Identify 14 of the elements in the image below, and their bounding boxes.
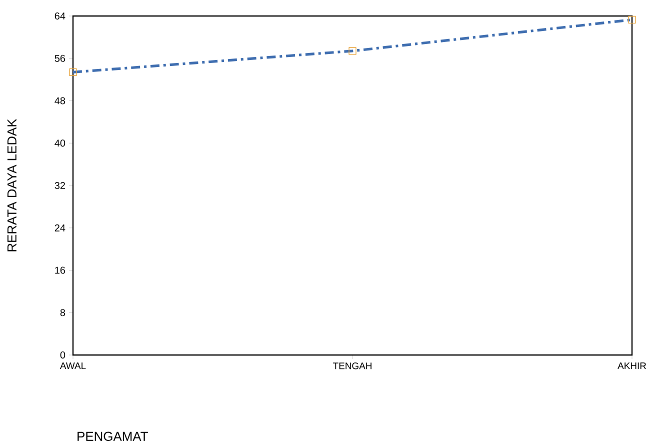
y-tick-label: 64 bbox=[54, 12, 66, 20]
x-tick-label: AKHIR bbox=[618, 362, 646, 370]
y-tick-label: 0 bbox=[60, 351, 66, 359]
y-axis-title: RERATA DAYA LEDAK bbox=[7, 118, 16, 252]
x-tick-label: TENGAH bbox=[333, 362, 372, 370]
y-tick-label: 48 bbox=[54, 97, 66, 104]
x-tick-label: AWAL bbox=[60, 362, 86, 370]
y-tick-label: 56 bbox=[54, 54, 66, 62]
y-tick-label: 16 bbox=[55, 266, 66, 274]
y-tick-label: 32 bbox=[54, 182, 65, 190]
y-tick-label: 8 bbox=[60, 309, 66, 316]
y-tick-label: 40 bbox=[54, 140, 66, 147]
x-axis-title: PENGAMAT bbox=[78, 432, 148, 441]
y-tick-label: 24 bbox=[54, 224, 66, 232]
